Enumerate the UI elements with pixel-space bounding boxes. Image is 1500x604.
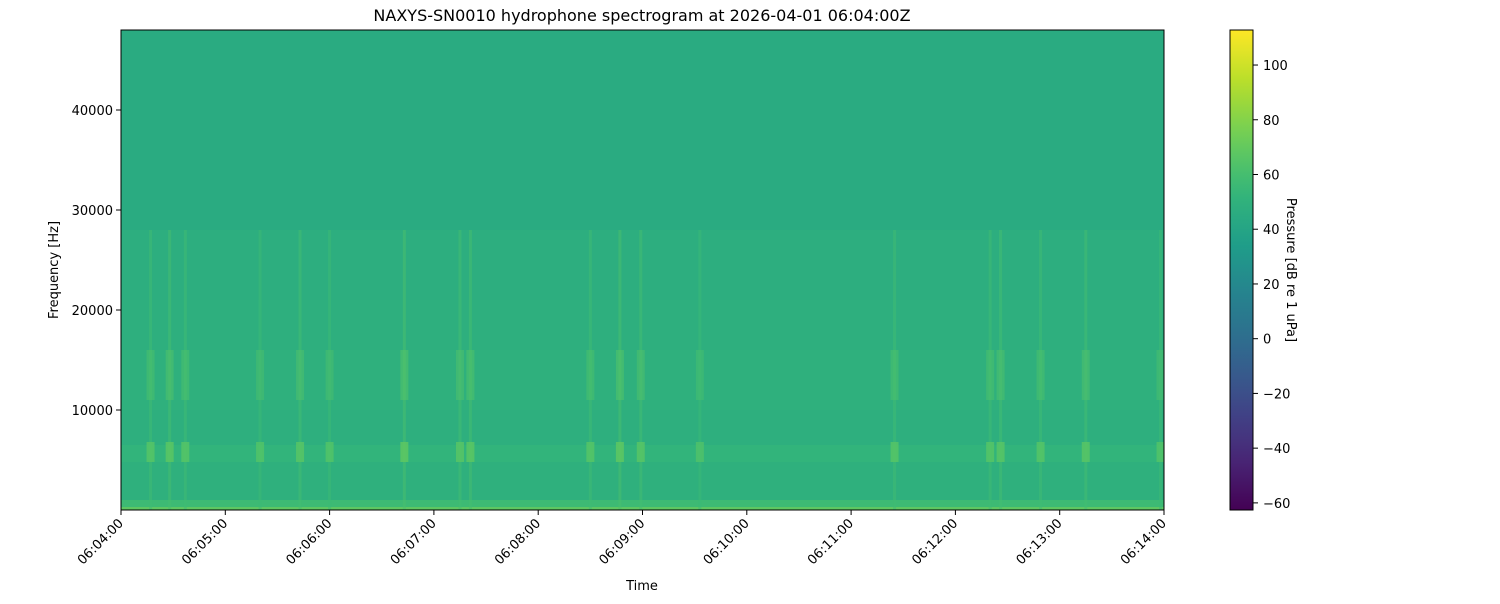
frequency-band bbox=[121, 410, 1164, 445]
x-tick-label: 06:13:00 bbox=[1014, 516, 1066, 568]
burst-mid-band bbox=[165, 350, 174, 400]
burst-mid-band bbox=[586, 350, 595, 400]
x-tick-label: 06:08:00 bbox=[492, 516, 544, 568]
burst-mid-band bbox=[636, 350, 645, 400]
bursts-layer bbox=[146, 230, 1165, 510]
colorbar-label: Pressure [dB re 1 uPa] bbox=[1283, 198, 1298, 342]
x-tick-label: 06:10:00 bbox=[701, 516, 753, 568]
burst-tonal-band bbox=[256, 442, 265, 462]
burst-mid-band bbox=[1156, 350, 1165, 400]
x-tick-label: 06:11:00 bbox=[805, 516, 857, 568]
plot-area bbox=[121, 30, 1164, 510]
burst-tonal-band bbox=[695, 442, 704, 462]
burst-mid-band bbox=[996, 350, 1005, 400]
burst-tonal-band bbox=[1156, 442, 1165, 462]
burst-tonal-band bbox=[455, 442, 464, 462]
x-axis: 06:04:00 06:05:00 06:06:00 06:07:00 06:08:00… bbox=[75, 510, 1170, 568]
y-axis-label: Frequency [Hz] bbox=[47, 221, 62, 319]
x-tick-label: 06:09:00 bbox=[596, 516, 648, 568]
burst-tonal-band bbox=[466, 442, 475, 462]
burst-mid-band bbox=[325, 350, 334, 400]
burst-mid-band bbox=[256, 350, 265, 400]
burst-mid-band bbox=[181, 350, 190, 400]
x-tick-label: 06:05:00 bbox=[179, 516, 231, 568]
x-tick-label: 06:04:00 bbox=[75, 516, 127, 568]
colorbar-tick-label: −20 bbox=[1263, 387, 1290, 402]
burst-tonal-band bbox=[986, 442, 995, 462]
chart-title: NAXYS-SN0010 hydrophone spectrogram at 2… bbox=[373, 6, 910, 25]
x-axis-label: Time bbox=[625, 579, 658, 594]
burst-mid-band bbox=[400, 350, 409, 400]
burst-mid-band bbox=[466, 350, 475, 400]
burst-mid-band bbox=[146, 350, 155, 400]
frequency-band bbox=[121, 30, 1164, 230]
burst-tonal-band bbox=[325, 442, 334, 462]
burst-mid-band bbox=[695, 350, 704, 400]
colorbar-axis: −60 −40 −20 0 20 40 60 80 100 bbox=[1253, 59, 1290, 512]
colorbar-tick-label: 20 bbox=[1263, 278, 1280, 293]
burst-tonal-band bbox=[1036, 442, 1045, 462]
colorbar-tick-label: −60 bbox=[1263, 497, 1290, 512]
burst-tonal-band bbox=[615, 442, 624, 462]
frequency-band bbox=[121, 462, 1164, 500]
x-tick-label: 06:14:00 bbox=[1118, 516, 1170, 568]
y-tick-label: 10000 bbox=[72, 404, 113, 419]
frequency-band bbox=[121, 507, 1164, 510]
burst-mid-band bbox=[1081, 350, 1090, 400]
burst-tonal-band bbox=[890, 442, 899, 462]
burst-mid-band bbox=[890, 350, 899, 400]
x-tick-label: 06:12:00 bbox=[909, 516, 961, 568]
colorbar-tick-label: 100 bbox=[1263, 59, 1288, 74]
y-tick-label: 40000 bbox=[72, 104, 113, 119]
burst-tonal-band bbox=[296, 442, 305, 462]
burst-tonal-band bbox=[400, 442, 409, 462]
frequency-band bbox=[121, 230, 1164, 300]
frequency-band bbox=[121, 300, 1164, 350]
colorbar-tick-label: 40 bbox=[1263, 223, 1280, 238]
y-tick-label: 30000 bbox=[72, 204, 113, 219]
burst-tonal-band bbox=[636, 442, 645, 462]
colorbar-tick-label: 80 bbox=[1263, 114, 1280, 129]
burst-mid-band bbox=[986, 350, 995, 400]
y-tick-label: 20000 bbox=[72, 304, 113, 319]
burst-tonal-band bbox=[586, 442, 595, 462]
burst-mid-band bbox=[296, 350, 305, 400]
colorbar-tick-label: 0 bbox=[1263, 333, 1271, 348]
colorbar bbox=[1229, 29, 1254, 511]
burst-tonal-band bbox=[165, 442, 174, 462]
colorbar-tick-label: −40 bbox=[1263, 442, 1290, 457]
burst-tonal-band bbox=[181, 442, 190, 462]
burst-mid-band bbox=[455, 350, 464, 400]
colorbar-tick-label: 60 bbox=[1263, 168, 1280, 183]
y-axis: 10000 20000 30000 40000 bbox=[72, 104, 121, 419]
x-tick-label: 06:07:00 bbox=[388, 516, 440, 568]
burst-tonal-band bbox=[1081, 442, 1090, 462]
burst-mid-band bbox=[615, 350, 624, 400]
burst-tonal-band bbox=[996, 442, 1005, 462]
x-tick-label: 06:06:00 bbox=[284, 516, 336, 568]
frequency-band bbox=[121, 500, 1164, 507]
burst-tonal-band bbox=[146, 442, 155, 462]
burst-mid-band bbox=[1036, 350, 1045, 400]
